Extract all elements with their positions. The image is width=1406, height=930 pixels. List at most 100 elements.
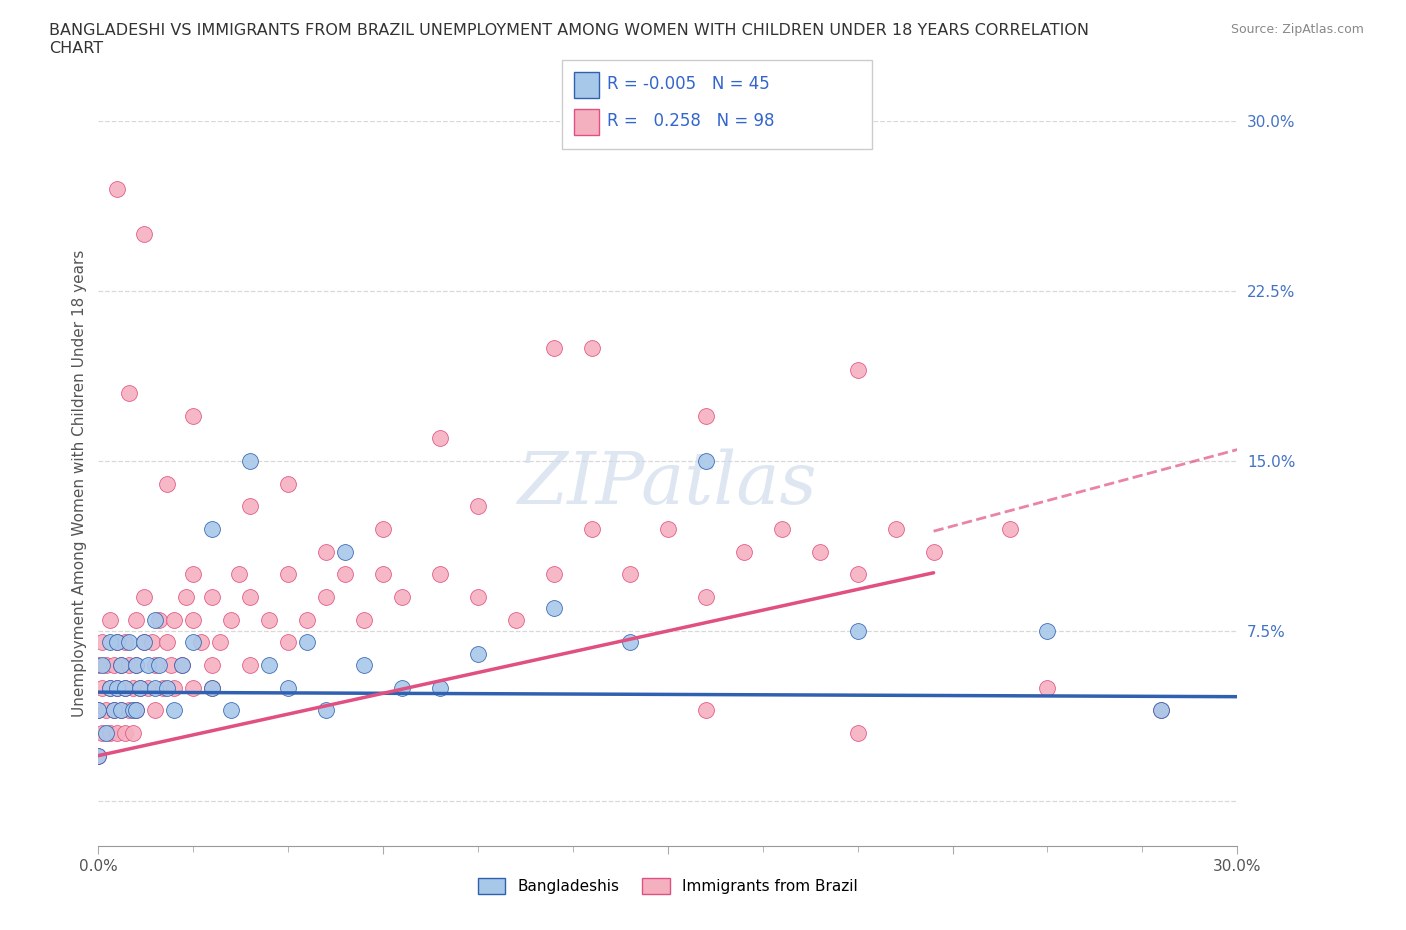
Point (228, 567, 250, 582)
Point (136, 680, 159, 695)
Point (277, 567, 299, 582)
Point (125, 658, 148, 672)
Point (315, 703, 337, 718)
Point (110, 658, 132, 672)
Point (125, 703, 148, 718)
Point (114, 680, 136, 695)
Text: R =   0.258   N = 98: R = 0.258 N = 98 (607, 112, 775, 130)
Point (114, 680, 136, 695)
Point (277, 476, 299, 491)
Point (159, 658, 181, 672)
Point (1036, 680, 1059, 695)
Point (201, 658, 224, 672)
Point (107, 680, 129, 695)
Point (259, 612, 281, 627)
Point (145, 612, 167, 627)
Point (121, 725, 143, 740)
Point (94, 658, 117, 672)
Point (163, 680, 186, 695)
Point (808, 544, 831, 559)
Point (121, 703, 143, 718)
Point (297, 635, 319, 650)
Point (619, 567, 641, 582)
Point (145, 703, 167, 718)
Point (429, 567, 451, 582)
Point (239, 590, 262, 604)
Point (201, 680, 224, 695)
Point (87, 748, 110, 763)
Point (110, 703, 132, 718)
Point (183, 680, 205, 695)
Point (1150, 703, 1173, 718)
Point (581, 340, 603, 355)
Point (770, 522, 793, 537)
Point (695, 408, 717, 423)
Point (183, 567, 205, 582)
Point (132, 635, 155, 650)
Point (170, 658, 193, 672)
Point (695, 590, 717, 604)
Text: ZIPatlas: ZIPatlas (517, 448, 818, 519)
Point (733, 544, 755, 559)
Point (87, 658, 110, 672)
Point (1036, 623, 1059, 638)
Point (148, 658, 170, 672)
Point (118, 386, 141, 401)
Point (98, 725, 121, 740)
Point (94, 725, 117, 740)
Point (371, 567, 394, 582)
Point (107, 635, 129, 650)
Point (190, 635, 212, 650)
Point (110, 703, 132, 718)
Point (107, 680, 129, 695)
Point (846, 623, 869, 638)
Point (103, 703, 125, 718)
Point (695, 454, 717, 469)
Point (132, 590, 155, 604)
Point (129, 680, 152, 695)
Point (132, 635, 155, 650)
Point (353, 612, 375, 627)
Point (148, 612, 170, 627)
Point (118, 635, 141, 650)
Point (297, 612, 319, 627)
Point (118, 703, 141, 718)
Point (91, 680, 114, 695)
Point (201, 680, 224, 695)
Point (277, 680, 299, 695)
Point (201, 522, 224, 537)
Point (87, 748, 110, 763)
Point (467, 590, 489, 604)
Point (922, 544, 945, 559)
Point (335, 567, 357, 582)
Point (581, 522, 603, 537)
Point (695, 703, 717, 718)
Point (505, 612, 527, 627)
Point (239, 454, 262, 469)
Point (467, 646, 489, 661)
Point (156, 635, 179, 650)
Point (315, 544, 337, 559)
Point (94, 703, 117, 718)
Point (145, 680, 167, 695)
Point (125, 658, 148, 672)
Point (429, 431, 451, 445)
Point (103, 658, 125, 672)
Point (91, 635, 114, 650)
Point (107, 635, 129, 650)
Point (121, 680, 143, 695)
Point (98, 680, 121, 695)
Point (657, 522, 679, 537)
Point (87, 703, 110, 718)
Point (846, 363, 869, 378)
Point (353, 658, 375, 672)
Point (391, 590, 413, 604)
Text: R = -0.005   N = 45: R = -0.005 N = 45 (607, 74, 770, 93)
Point (156, 680, 179, 695)
Point (335, 544, 357, 559)
Point (543, 601, 565, 616)
Point (884, 522, 907, 537)
Point (91, 725, 114, 740)
Legend: Bangladeshis, Immigrants from Brazil: Bangladeshis, Immigrants from Brazil (471, 872, 865, 900)
Point (183, 635, 205, 650)
